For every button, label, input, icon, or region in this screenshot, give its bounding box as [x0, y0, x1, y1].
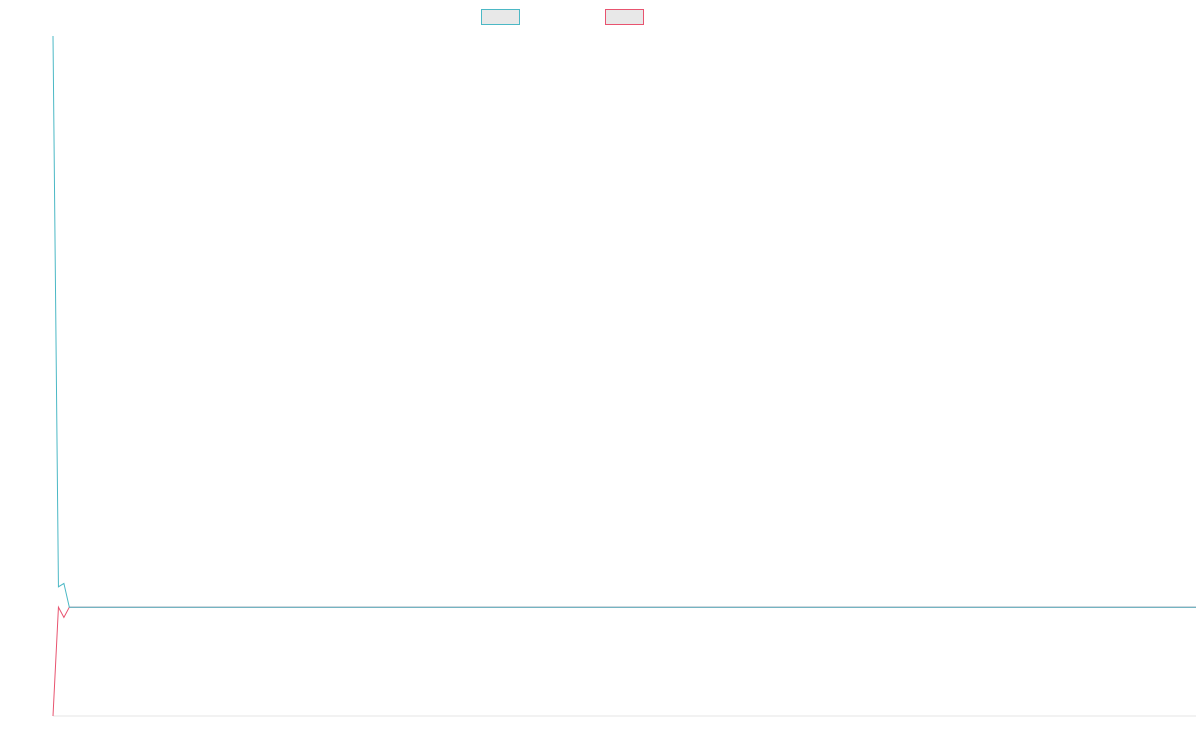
legend-swatch-teal-series[interactable]	[481, 9, 520, 25]
series-line-red	[52, 605, 1196, 717]
series-layer	[52, 35, 1196, 717]
series-line-teal	[52, 35, 1196, 608]
legend-swatch-red-series[interactable]	[605, 9, 644, 25]
